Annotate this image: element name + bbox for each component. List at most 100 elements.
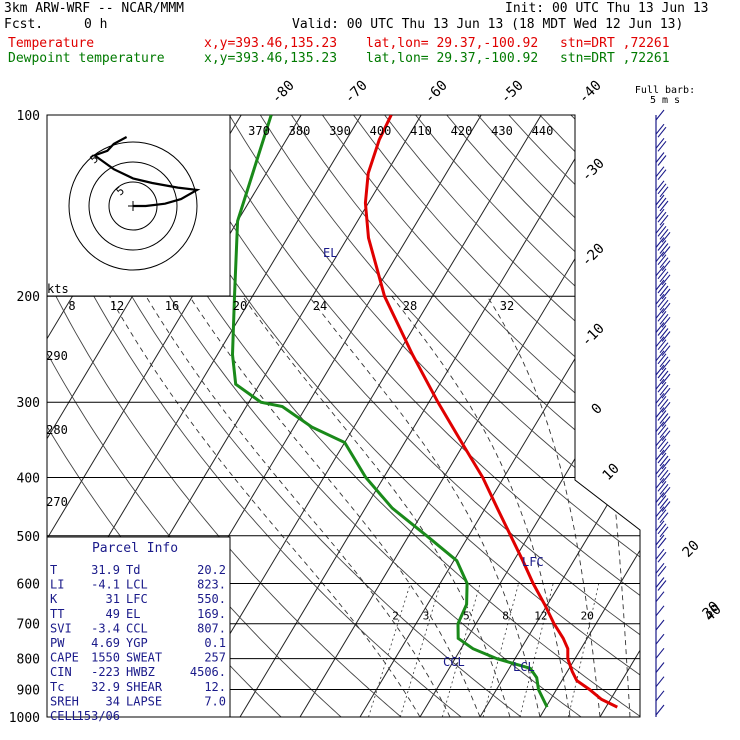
temp-xy: x,y=393.46,135.23 xyxy=(204,36,338,51)
moist-adiabat xyxy=(242,295,511,717)
parcel-value: 4506. xyxy=(190,665,226,679)
wind-barb-flag xyxy=(659,356,669,368)
wind-barb-flag xyxy=(657,410,667,421)
parcel-value: 4.69 xyxy=(91,636,120,650)
wind-barb-flag xyxy=(655,605,665,617)
mixing-ratio-line xyxy=(482,583,519,717)
wind-barb xyxy=(655,662,665,673)
wind-barb xyxy=(655,378,671,399)
wind-barb-flag xyxy=(655,562,665,574)
wind-barb-flag xyxy=(657,480,667,492)
wind-barb-flag xyxy=(661,472,671,484)
mixing-ratio-line xyxy=(399,583,441,717)
parcel-key: SVI xyxy=(50,621,72,635)
wind-barb xyxy=(655,435,671,456)
pressure-tick-label: 800 xyxy=(17,653,40,668)
wind-barb-flag xyxy=(659,257,669,269)
parcel-value: -4.1 xyxy=(91,578,120,592)
wind-barb-flag xyxy=(655,378,665,390)
parcel-value: 12. xyxy=(204,680,226,694)
wind-barb-flag xyxy=(657,339,667,351)
parcel-value: 0.1 xyxy=(204,636,226,650)
el-annotation: EL xyxy=(323,246,337,260)
isotherm xyxy=(539,115,640,717)
parcel-key: EL xyxy=(126,607,140,621)
parcel-value: 153/06 xyxy=(77,709,120,723)
wind-barb xyxy=(655,392,671,413)
hodograph-speed-label: 32 xyxy=(500,299,514,313)
wind-barb-flag xyxy=(659,370,669,382)
pressure-tick-label: 600 xyxy=(17,577,40,592)
isotherm xyxy=(239,115,602,717)
parcel-value: 49 xyxy=(106,607,120,621)
isotherm xyxy=(299,115,640,717)
dew-xy: x,y=393.46,135.23 xyxy=(204,51,338,66)
mixing-ratio-label: 20 xyxy=(581,610,594,623)
wind-barb-flag xyxy=(657,395,667,407)
wind-barb-flag xyxy=(655,506,665,518)
wind-barb-flag xyxy=(657,452,667,464)
dry-adiabat xyxy=(477,115,640,717)
parcel-key: YGP xyxy=(126,636,148,650)
wind-barb-flag xyxy=(655,548,665,560)
wind-barb xyxy=(655,364,671,385)
barb-note: Full barb: xyxy=(635,85,695,96)
wind-barb-flag xyxy=(659,228,669,240)
wind-barbs xyxy=(655,109,671,717)
wind-barb-flag xyxy=(659,498,669,509)
isotherm xyxy=(599,115,640,717)
wind-barb-flag xyxy=(655,265,665,277)
isotherm xyxy=(0,115,1,717)
wind-barb-flag xyxy=(661,458,671,470)
temperature-profile xyxy=(363,115,618,709)
temperature-legend: Temperature xyxy=(8,36,95,51)
dry-adiabat xyxy=(47,115,417,717)
parcel-value: 34 xyxy=(106,694,120,708)
parcel-key: T xyxy=(50,563,57,577)
wind-barb xyxy=(655,704,665,716)
dry-adiabat xyxy=(47,115,539,717)
dry-adiabat xyxy=(415,115,640,717)
wind-barb xyxy=(655,251,671,272)
parcel-key: TT xyxy=(50,607,64,621)
wind-barb-flag xyxy=(655,307,665,319)
wind-barb xyxy=(655,265,671,286)
wind-barb-flag xyxy=(655,392,665,404)
wind-barb-flag xyxy=(655,293,665,305)
hodograph-ring xyxy=(88,161,178,251)
temp-station: stn=DRT ,72261 xyxy=(560,36,670,51)
lcl-annotation: LCL xyxy=(513,660,535,674)
wind-barb-flag xyxy=(655,137,665,149)
wind-barb xyxy=(655,307,671,328)
parcel-value: 31.9 xyxy=(91,563,120,577)
temperature-tick-label: -30 xyxy=(579,156,608,185)
profiles xyxy=(230,115,618,709)
wind-barb xyxy=(655,506,669,524)
pressure-tick-label: 400 xyxy=(17,471,40,486)
wind-barb-flag xyxy=(655,463,665,475)
parcel-value: 31 xyxy=(106,592,120,606)
wind-barb xyxy=(655,605,665,617)
parcel-key: LAPSE xyxy=(126,694,162,708)
parcel-key: CCL xyxy=(126,621,148,635)
valid-time: Valid: 00 UTC Thu 13 Jun 13 (18 MDT Wed … xyxy=(292,17,684,32)
wind-barb-flag xyxy=(655,364,665,376)
wind-barb-flag xyxy=(657,509,667,521)
theta-tick-label: 270 xyxy=(46,495,68,509)
wind-barb-flag xyxy=(657,169,667,181)
wind-barb-flag xyxy=(661,302,671,314)
pressure-tick-label: 700 xyxy=(17,618,40,633)
dry-adiabat xyxy=(508,115,640,717)
wind-barb-flag xyxy=(657,367,667,379)
wind-barb xyxy=(655,336,671,357)
wind-barb-flag xyxy=(655,633,665,645)
wind-barb-flag xyxy=(657,580,667,591)
wind-barb xyxy=(655,619,665,631)
wind-barb-flag xyxy=(661,274,671,286)
wind-barb-flag xyxy=(657,523,667,535)
hodograph-ring xyxy=(108,181,158,231)
dry-adiabat xyxy=(197,115,640,717)
wind-barb-flag xyxy=(655,194,665,206)
dry-adiabat xyxy=(135,115,640,717)
parcel-value: -3.4 xyxy=(91,621,120,635)
